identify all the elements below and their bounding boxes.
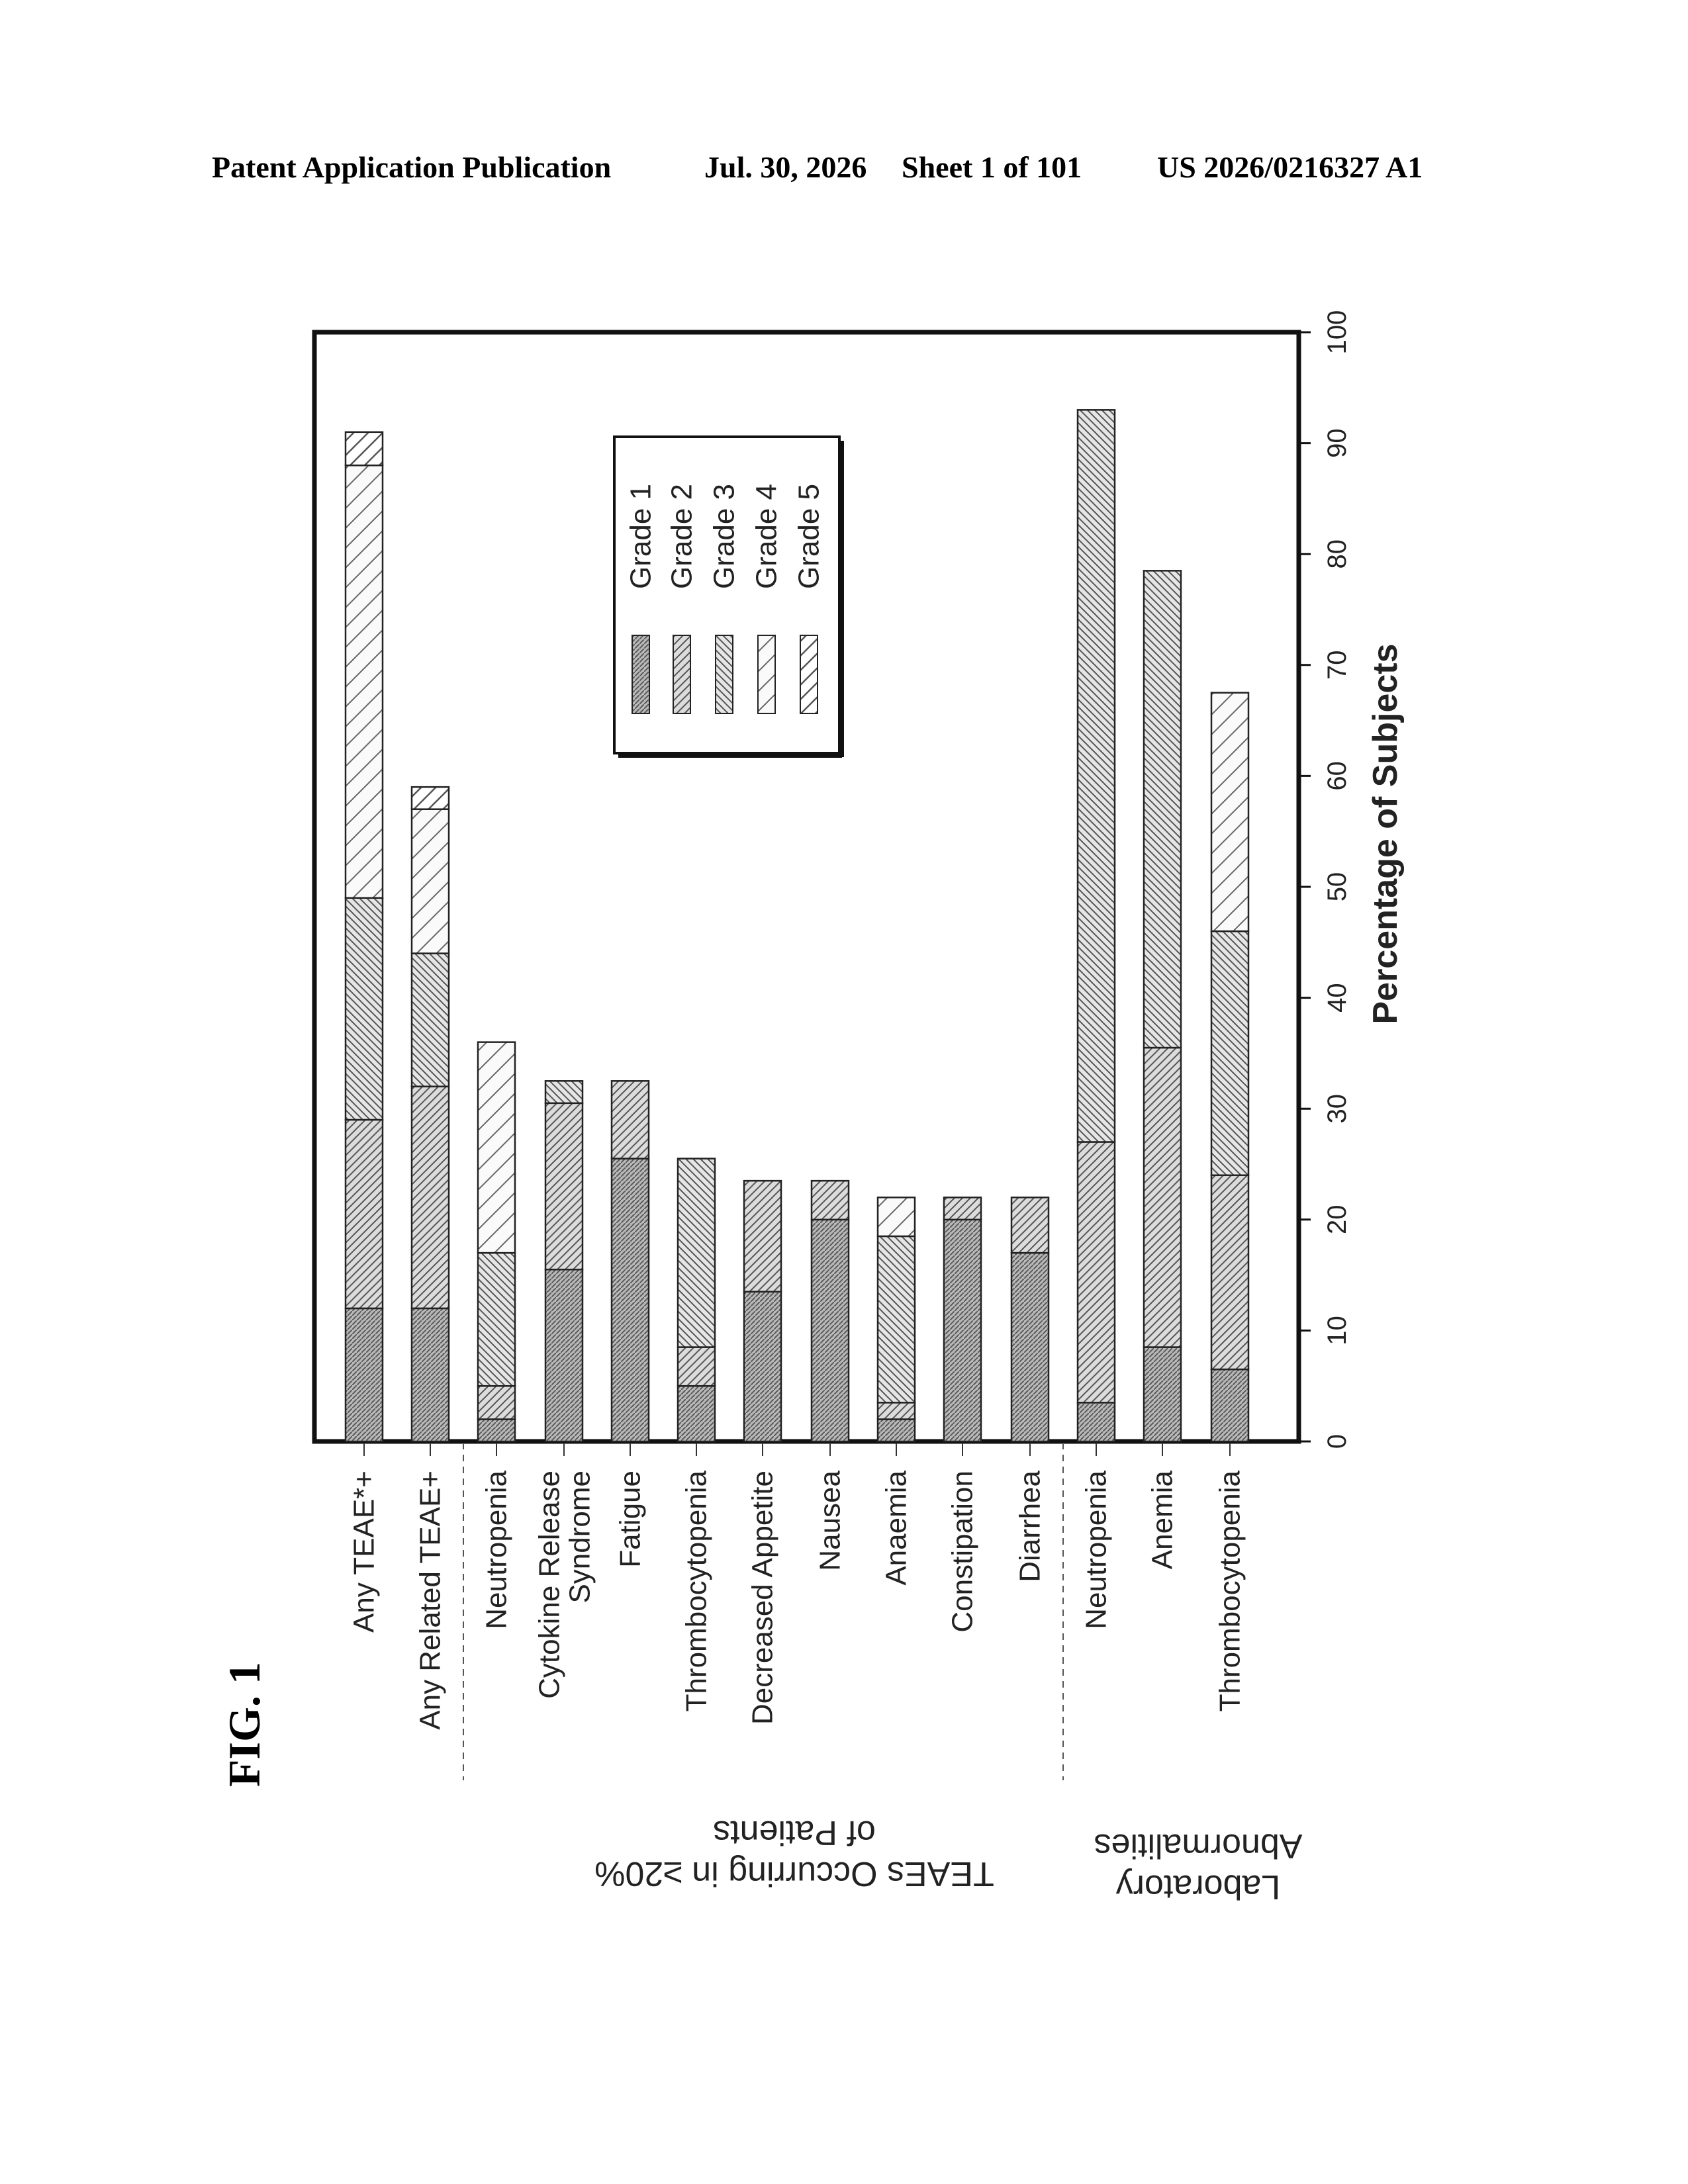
category-label: Diarrhea (1014, 1470, 1047, 1582)
bar-segment (1211, 693, 1248, 931)
bar-segment (812, 1181, 849, 1220)
bar-segment (1078, 1142, 1115, 1402)
x-tick-label: 60 (1323, 761, 1352, 791)
group-label: TEAEs Occurring in ≥20%of Patients (594, 1813, 994, 1893)
category-label: Decreased Appetite (747, 1471, 779, 1725)
group-label: LaboratoryAbnormalities (1094, 1827, 1302, 1906)
category-label: Cytokine Release (534, 1471, 566, 1699)
legend-swatch-grade-1 (632, 635, 649, 713)
bar-segment (346, 1308, 383, 1441)
bar-segment (1078, 410, 1115, 1142)
bar-segment (612, 1159, 649, 1441)
category-label: Any Related TEAE+ (414, 1471, 447, 1730)
legend-label-grade-3: Grade 3 (708, 484, 741, 589)
legend-swatch-grade-3 (716, 635, 733, 713)
x-tick-label: 20 (1323, 1205, 1352, 1235)
bar-segment (878, 1402, 915, 1419)
bar-segment (478, 1386, 515, 1419)
bar-segment (678, 1386, 715, 1441)
bar-segment (412, 809, 449, 954)
bar-segment (1011, 1197, 1049, 1253)
x-tick-label: 0 (1323, 1434, 1352, 1449)
group-label-line: Abnormalities (1094, 1827, 1302, 1865)
bar-segment (346, 465, 383, 898)
bar-segment (944, 1197, 981, 1220)
bar-segment (412, 1308, 449, 1441)
category-label: Anemia (1147, 1470, 1179, 1569)
category-label: Any TEAE*+ (348, 1471, 381, 1633)
bar-segment (346, 1120, 383, 1308)
x-tick-label: 100 (1323, 310, 1352, 355)
category-label: Anaemia (880, 1470, 913, 1585)
legend-swatch-grade-2 (673, 635, 690, 713)
bar-segment (1144, 570, 1181, 1048)
x-tick-label: 50 (1323, 872, 1352, 902)
bar-segment (678, 1159, 715, 1347)
category-label: Neutropenia (481, 1470, 513, 1629)
bar-segment (545, 1081, 583, 1103)
group-label-line: of Patients (713, 1813, 876, 1852)
bar-segment (878, 1419, 915, 1441)
bar-segment (678, 1347, 715, 1387)
bar-segment (478, 1419, 515, 1441)
bar-segment (545, 1269, 583, 1441)
legend-label-grade-1: Grade 1 (625, 484, 657, 589)
bar-segment (944, 1220, 981, 1441)
category-label: Syndrome (564, 1471, 596, 1604)
category-label: Neutropenia (1080, 1470, 1113, 1629)
bar-segment (1144, 1347, 1181, 1441)
bar-segment (412, 1087, 449, 1308)
bar-segment (744, 1292, 781, 1441)
bar-segment (478, 1042, 515, 1253)
bar-segment (812, 1220, 849, 1441)
bar-segment (1211, 1369, 1248, 1441)
legend-swatch-grade-4 (758, 635, 775, 713)
group-label-line: TEAEs Occurring in ≥20% (594, 1854, 994, 1893)
category-label: Thrombocytopenia (1214, 1470, 1246, 1711)
bar-segment (412, 787, 449, 809)
x-tick-label: 40 (1323, 983, 1352, 1013)
legend-swatch-grade-5 (800, 635, 818, 713)
bar-segment (878, 1236, 915, 1402)
x-tick-label: 90 (1323, 428, 1352, 458)
bar-segment (412, 954, 449, 1087)
bar-segment (478, 1253, 515, 1386)
category-label: Constipation (947, 1471, 979, 1633)
bar-segment (1211, 1175, 1248, 1369)
bar-segment (878, 1197, 915, 1236)
x-tick-label: 80 (1323, 539, 1352, 569)
legend-label-grade-2: Grade 2 (666, 484, 698, 589)
bar-segment (1144, 1048, 1181, 1347)
x-axis-label: Percentage of Subjects (1366, 643, 1405, 1024)
bar-segment (545, 1103, 583, 1269)
bar-segment (1078, 1402, 1115, 1441)
category-label: Fatigue (614, 1471, 647, 1568)
x-tick-label: 10 (1323, 1316, 1352, 1345)
legend-label-grade-5: Grade 5 (793, 484, 825, 589)
bar-segment (744, 1181, 781, 1292)
category-label: Nausea (814, 1470, 847, 1570)
bar-segment (1211, 931, 1248, 1175)
bar-segment (346, 432, 383, 465)
x-tick-label: 70 (1323, 651, 1352, 680)
category-label: Thrombocytopenia (680, 1470, 713, 1711)
x-tick-label: 30 (1323, 1094, 1352, 1124)
group-label-line: Laboratory (1116, 1868, 1281, 1906)
legend-label-grade-4: Grade 4 (751, 484, 783, 589)
bar-segment (346, 898, 383, 1120)
bar-segment (1011, 1253, 1049, 1441)
bar-segment (612, 1081, 649, 1158)
